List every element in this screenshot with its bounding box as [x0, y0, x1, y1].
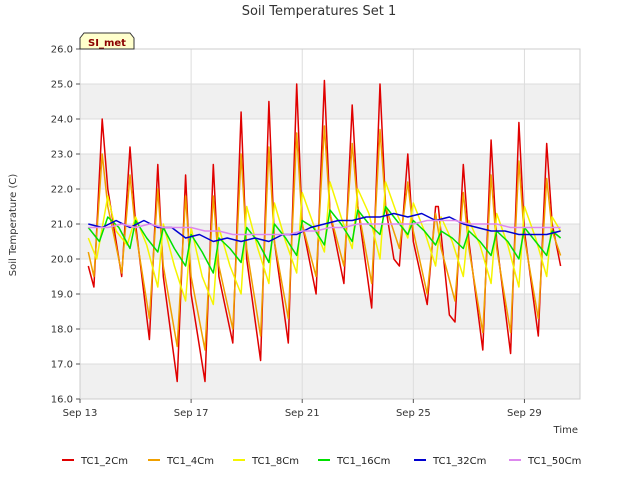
x-tick-label: Sep 21 [285, 408, 320, 419]
legend-label: TC1_32Cm [432, 456, 486, 467]
badge-label: SI_met [88, 38, 126, 49]
grid-band [80, 294, 580, 329]
legend-label: TC1_4Cm [166, 456, 214, 467]
y-tick-label: 25.0 [51, 80, 73, 91]
plot-area [79, 48, 581, 400]
legend: TC1_2Cm TC1_4Cm TC1_8Cm TC1_16Cm TC1_32Cm TC1… [62, 456, 581, 467]
y-tick-label: 19.0 [51, 290, 73, 301]
y-tick-label: 17.0 [51, 360, 73, 371]
legend-label: TC1_8Cm [251, 456, 299, 467]
si-met-badge: SI_met [79, 32, 135, 50]
badge-shape [79, 32, 135, 50]
y-tick-label: 24.0 [51, 115, 73, 126]
grid-band [80, 84, 580, 119]
y-tick-label: 26.0 [51, 45, 73, 56]
x-tick-label: Sep 29 [507, 408, 542, 419]
y-tick-label: 21.0 [51, 220, 73, 231]
chart-title: Soil Temperatures Set 1 [242, 4, 397, 19]
legend-label: TC1_16Cm [336, 456, 390, 467]
y-tick-label: 22.0 [51, 185, 73, 196]
y-tick-label: 16.0 [51, 395, 73, 406]
legend-label: TC1_2Cm [80, 456, 128, 467]
y-tick-label: 20.0 [51, 255, 73, 266]
y-axis-label: Soil Temperature (C) [8, 174, 19, 277]
series-lines [87, 79, 562, 383]
y-tick-label: 23.0 [51, 150, 73, 161]
y-axis-ticks: 16.0 17.0 18.0 19.0 20.0 21.0 22.0 23.0 24.0 25.0… [51, 45, 80, 406]
x-tick-label: Sep 13 [63, 408, 98, 419]
series-line-tc1_8cm [87, 181, 562, 306]
x-tick-label: Sep 17 [174, 408, 209, 419]
legend-label: TC1_50Cm [527, 456, 581, 467]
x-axis-ticks: Sep 13 Sep 17 Sep 21 Sep 25 Sep 29 [63, 399, 542, 419]
x-tick-label: Sep 25 [396, 408, 431, 419]
x-axis-label: Time [553, 425, 578, 436]
y-tick-label: 18.0 [51, 325, 73, 336]
grid-band [80, 364, 580, 399]
series-line-tc1_50cm [88, 219, 561, 236]
